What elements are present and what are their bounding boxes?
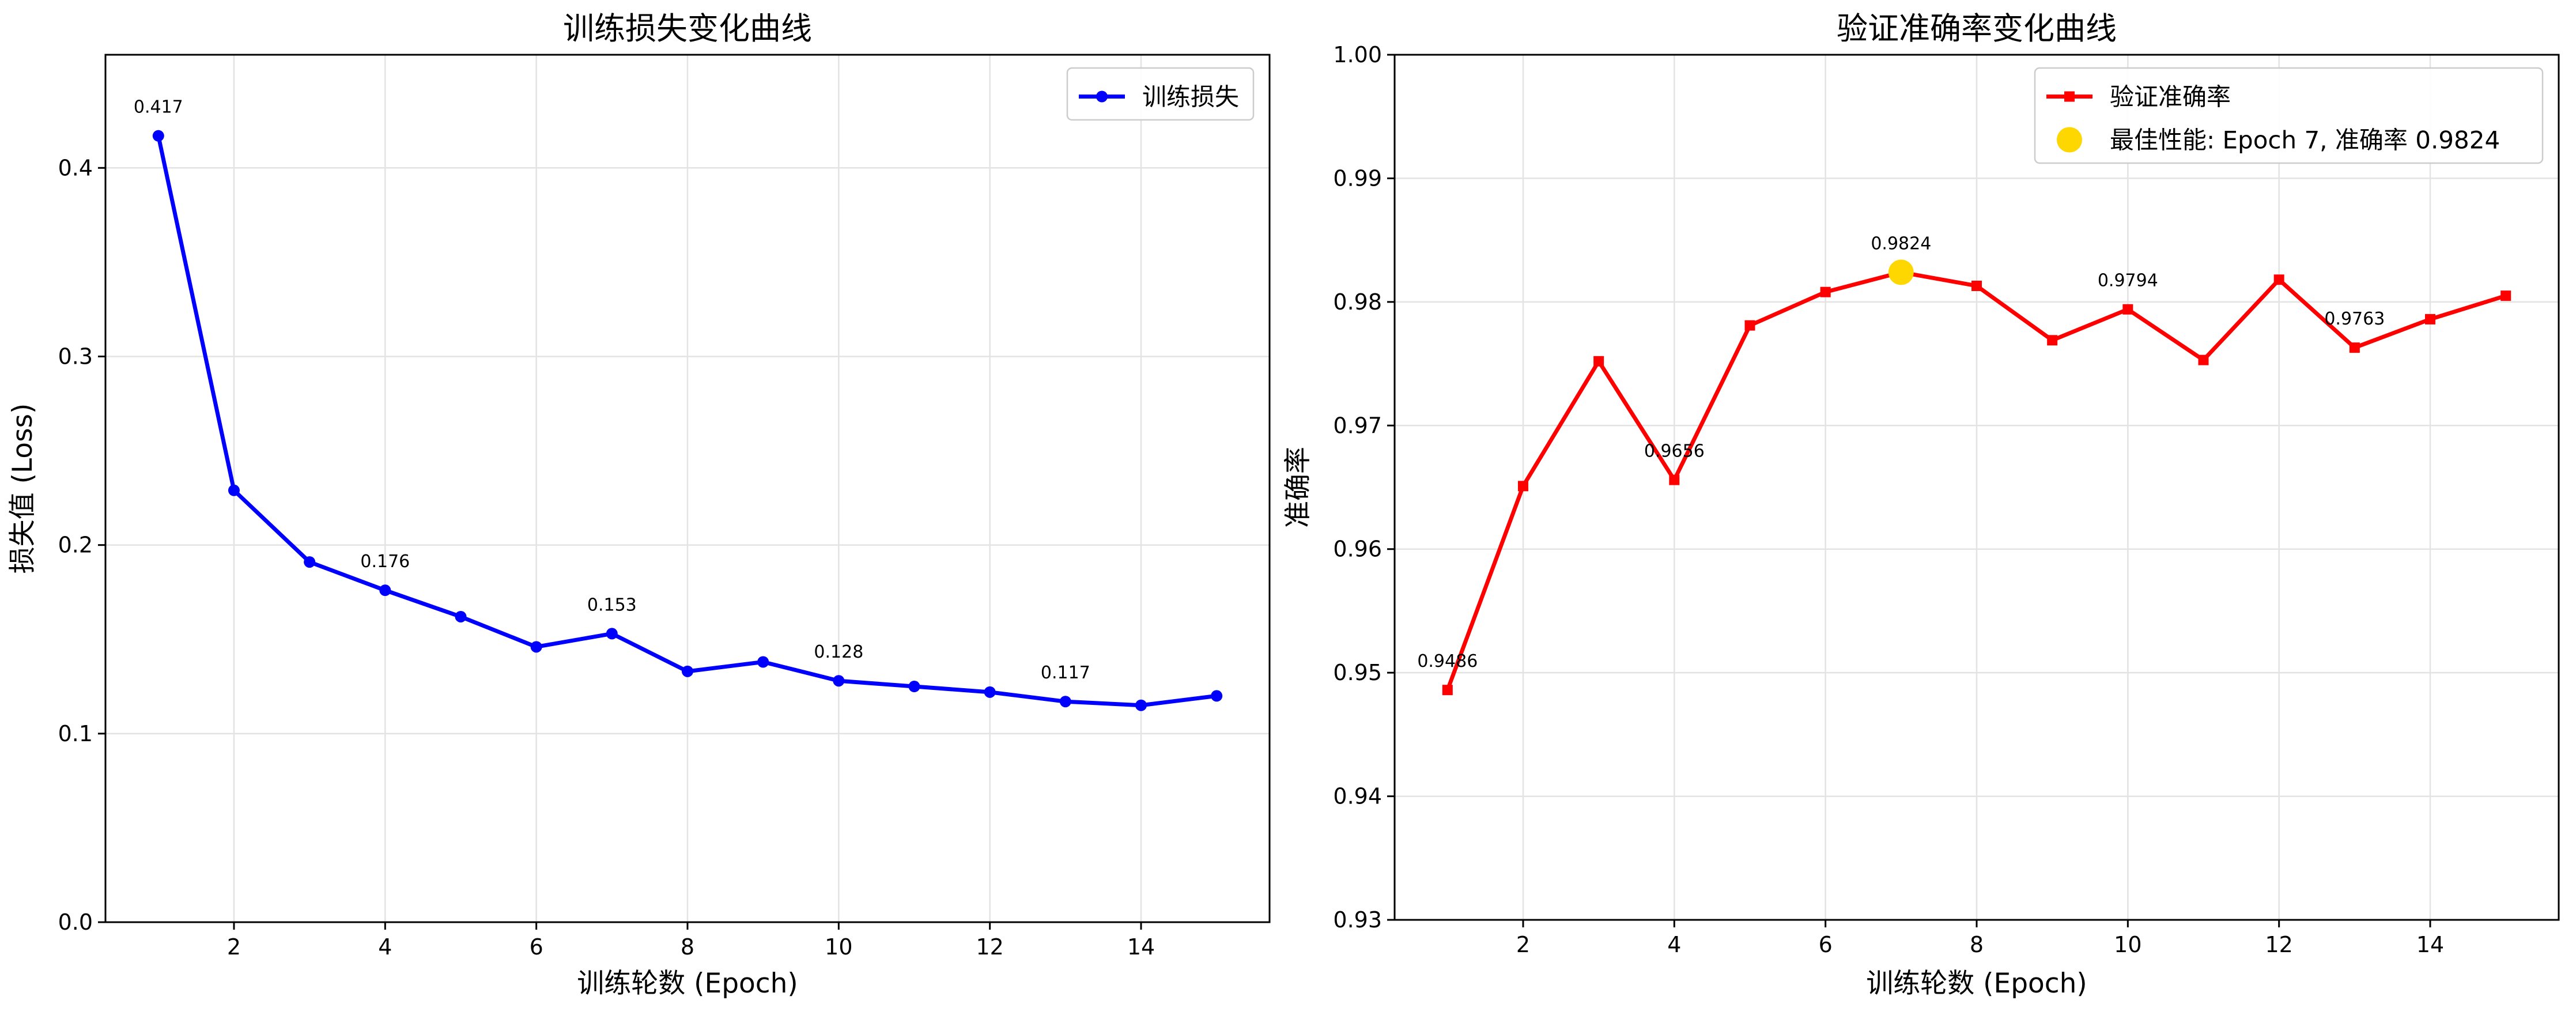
x-tick-label: 2 bbox=[1516, 932, 1530, 957]
data-point bbox=[379, 584, 391, 597]
x-axis-ticks: 2 4 6 8 10 12 14 bbox=[227, 922, 1155, 960]
data-point bbox=[2122, 304, 2133, 315]
y-tick-label: 0.96 bbox=[1333, 537, 1382, 562]
y-tick-label: 0.93 bbox=[1333, 907, 1382, 933]
x-tick-label: 10 bbox=[2114, 932, 2141, 957]
data-label: 0.9656 bbox=[1644, 441, 1705, 462]
data-point bbox=[1442, 685, 1453, 696]
data-point bbox=[1593, 356, 1604, 367]
data-point bbox=[2047, 335, 2058, 346]
data-label: 0.417 bbox=[134, 97, 183, 118]
data-point bbox=[530, 641, 542, 653]
data-point bbox=[455, 610, 467, 622]
y-tick-label: 0.97 bbox=[1333, 413, 1382, 438]
data-point bbox=[682, 665, 693, 677]
x-tick-label: 14 bbox=[2416, 932, 2444, 957]
y-tick-label: 0.94 bbox=[1333, 784, 1382, 809]
x-tick-label: 8 bbox=[1970, 932, 1984, 957]
legend-point-swatch bbox=[2057, 127, 2082, 153]
y-axis-ticks: 0.0 0.1 0.2 0.3 0.4 bbox=[58, 155, 105, 935]
chart-panel-1: 2 4 6 8 10 12 14 0.0 0.1 0.2 0.3 0.4 0.417 0.176 0.153… bbox=[7, 10, 1271, 999]
legend-box bbox=[2034, 67, 2544, 164]
data-point bbox=[1135, 699, 1147, 711]
data-point bbox=[833, 675, 845, 687]
y-axis-label: 准确率 bbox=[1282, 447, 1314, 528]
y-tick-label: 0.99 bbox=[1333, 165, 1382, 191]
y-tick-label: 0.98 bbox=[1333, 289, 1382, 315]
grid bbox=[1395, 54, 2559, 921]
data-point bbox=[2273, 274, 2284, 285]
x-axis-label: 训练轮数 (Epoch) bbox=[577, 968, 798, 999]
y-tick-label: 0.3 bbox=[58, 344, 93, 369]
y-tick-label: 0.1 bbox=[58, 721, 93, 746]
data-point bbox=[757, 656, 769, 668]
y-tick-label: 0.2 bbox=[58, 533, 93, 558]
x-tick-label: 14 bbox=[1127, 934, 1155, 960]
chart-panel-2: 2 4 6 8 10 12 14 0.93 0.94 0.95 0.96 0.97 0.98 0.99 1.… bbox=[1282, 10, 2560, 999]
y-axis-label: 损失值 (Loss) bbox=[7, 403, 39, 574]
data-point bbox=[908, 681, 920, 693]
data-point bbox=[2425, 314, 2436, 324]
data-point bbox=[1211, 690, 1223, 702]
x-tick-label: 4 bbox=[1667, 932, 1681, 957]
data-point bbox=[1971, 280, 1982, 291]
chart-title: 训练损失变化曲线 bbox=[563, 10, 812, 47]
data-point bbox=[984, 686, 996, 698]
legend-label: 最佳性能: Epoch 7, 准确率 0.9824 bbox=[2110, 126, 2500, 154]
x-tick-label: 8 bbox=[681, 934, 694, 960]
plot-frame bbox=[104, 54, 1271, 923]
x-tick-label: 2 bbox=[227, 934, 241, 960]
x-tick-label: 12 bbox=[2265, 932, 2292, 957]
data-label: 0.9486 bbox=[1417, 651, 1478, 671]
data-point bbox=[606, 628, 618, 640]
grid bbox=[105, 55, 1270, 923]
x-tick-label: 10 bbox=[825, 934, 852, 960]
x-axis-ticks: 2 4 6 8 10 12 14 bbox=[1516, 920, 2444, 957]
data-label: 0.128 bbox=[814, 642, 863, 662]
best-point-marker bbox=[1888, 259, 1914, 285]
data-label: 0.117 bbox=[1041, 663, 1090, 683]
x-axis-label: 训练轮数 (Epoch) bbox=[1866, 968, 2087, 999]
legend-marker bbox=[1096, 90, 1108, 103]
legend: 训练损失 bbox=[1066, 67, 1255, 121]
data-point bbox=[2501, 290, 2511, 301]
data-point bbox=[1517, 481, 1528, 492]
x-tick-label: 12 bbox=[976, 934, 1003, 960]
x-tick-label: 4 bbox=[378, 934, 392, 960]
plot-frame bbox=[1393, 54, 2560, 921]
data-label: 0.176 bbox=[360, 552, 410, 572]
data-point bbox=[228, 484, 240, 496]
data-point bbox=[2349, 342, 2360, 353]
data-point bbox=[1744, 320, 1755, 331]
data-point bbox=[1820, 286, 1831, 297]
y-tick-label: 0.4 bbox=[58, 155, 93, 180]
data-label: 0.9794 bbox=[2098, 271, 2158, 291]
y-axis-ticks: 0.93 0.94 0.95 0.96 0.97 0.98 0.99 1.00 bbox=[1333, 42, 1395, 933]
data-label: 0.9824 bbox=[1871, 233, 1931, 254]
data-point bbox=[152, 130, 164, 142]
x-tick-label: 6 bbox=[530, 934, 543, 960]
legend-label: 验证准确率 bbox=[2110, 83, 2231, 111]
y-tick-label: 0.95 bbox=[1333, 660, 1382, 685]
chart-title: 验证准确率变化曲线 bbox=[1837, 10, 2117, 47]
legend-marker bbox=[2064, 91, 2075, 102]
data-point bbox=[2198, 354, 2209, 365]
x-tick-label: 6 bbox=[1819, 932, 1833, 957]
legend-label: 训练损失 bbox=[1142, 83, 1239, 111]
legend-box bbox=[1066, 67, 1255, 121]
data-point bbox=[304, 556, 316, 568]
data-label: 0.9763 bbox=[2324, 309, 2385, 329]
data-label: 0.153 bbox=[587, 595, 637, 615]
data-point bbox=[1059, 696, 1071, 708]
y-tick-label: 0.0 bbox=[58, 909, 93, 935]
data-point bbox=[1669, 474, 1680, 485]
y-tick-label: 1.00 bbox=[1333, 42, 1382, 67]
